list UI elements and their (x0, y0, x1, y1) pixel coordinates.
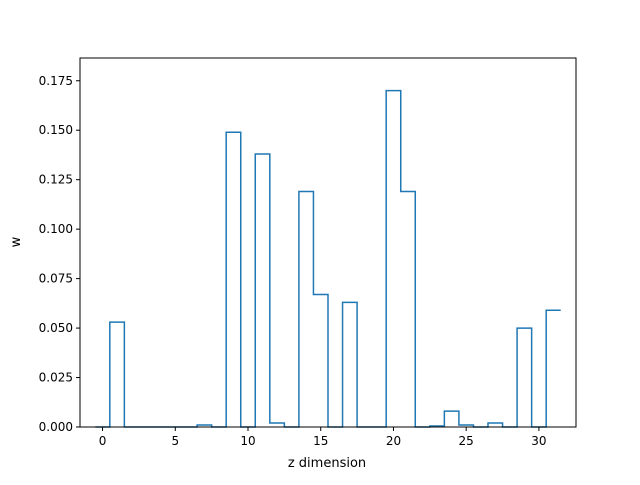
y-tick-label: 0.100 (39, 222, 73, 236)
y-tick-label: 0.150 (39, 123, 73, 137)
x-axis-label: z dimension (288, 456, 366, 471)
x-tick-label: 5 (171, 434, 179, 448)
y-tick-label: 0.125 (39, 173, 73, 187)
x-tick-label: 15 (313, 434, 328, 448)
y-tick-label: 0.025 (39, 371, 73, 385)
y-axis-label: w (9, 236, 24, 247)
y-tick-label: 0.000 (39, 420, 73, 434)
x-axis-ticks: 0 5 10 15 20 25 30 (99, 427, 547, 448)
y-tick-label: 0.175 (39, 74, 73, 88)
x-tick-label: 20 (386, 434, 401, 448)
axes-frame (79, 57, 577, 428)
x-tick-label: 10 (240, 434, 255, 448)
y-axis-ticks: 0.000 0.025 0.050 0.075 0.100 0.125 0.150 0.175 (39, 74, 80, 434)
y-tick-label: 0.050 (39, 321, 73, 335)
x-tick-label: 25 (459, 434, 474, 448)
y-tick-label: 0.075 (39, 272, 73, 286)
x-tick-label: 0 (99, 434, 107, 448)
x-tick-label: 30 (531, 434, 546, 448)
